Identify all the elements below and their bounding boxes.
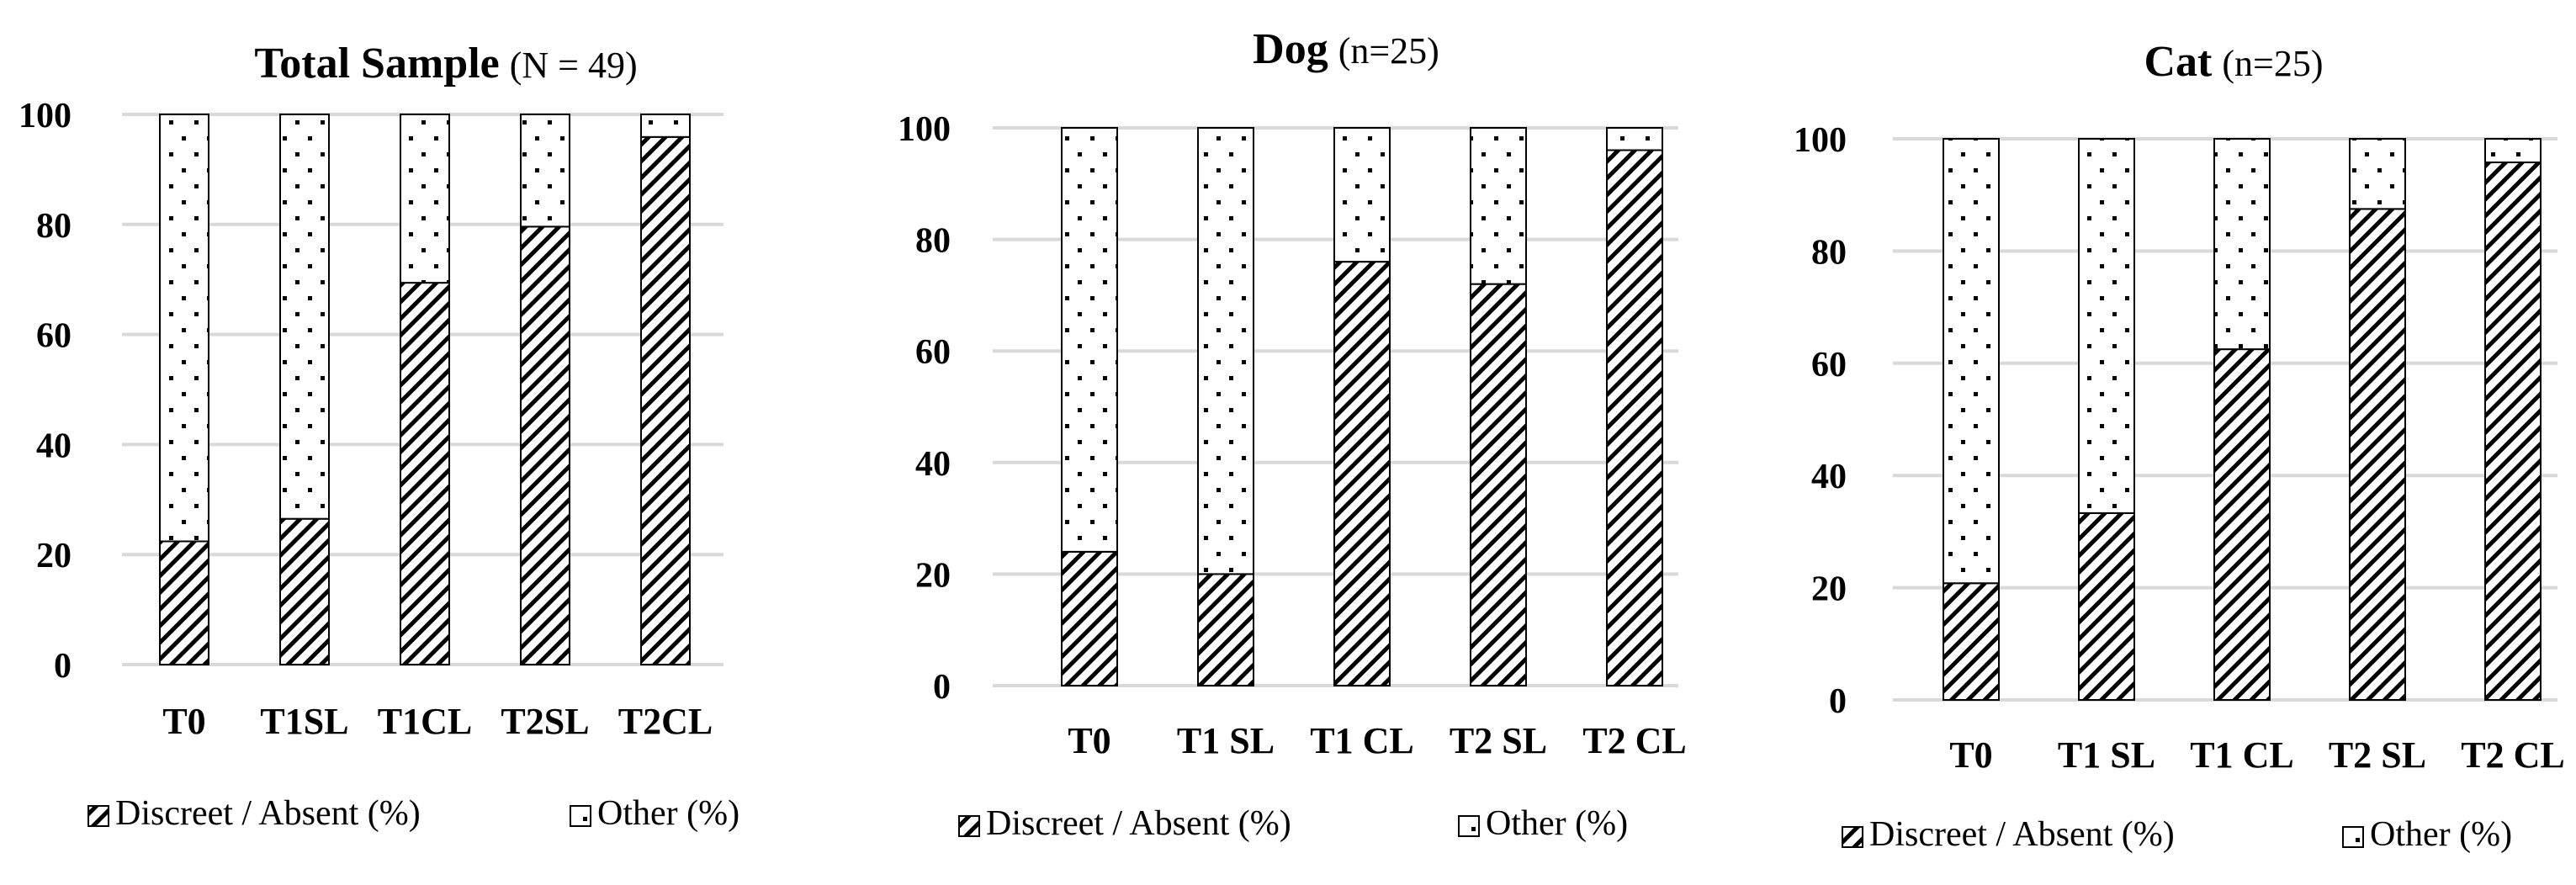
y-tick-label: 20	[1811, 570, 1847, 609]
bar-other	[640, 114, 691, 138]
y-tick-label: 40	[36, 427, 72, 465]
chart-title: Cat (n=25)	[2144, 38, 2324, 86]
x-tick-label: T0	[1949, 734, 1992, 776]
legend-label-other: Other (%)	[2370, 815, 2512, 854]
bar-other	[2484, 138, 2542, 164]
bar-discreet-absent	[2484, 162, 2542, 702]
y-tick-label: 100	[1794, 121, 1847, 160]
chart-title-main: Dog	[1253, 25, 1328, 73]
legend-swatch-other	[2342, 826, 2364, 848]
y-tick-label: 40	[1811, 458, 1847, 496]
bar-other	[1061, 127, 1118, 553]
y-tick-label: 40	[915, 445, 951, 484]
x-tick-label: T2CL	[618, 701, 713, 742]
bar-other	[1197, 127, 1254, 575]
legend-label-other: Other (%)	[597, 794, 739, 833]
y-tick-label: 20	[36, 537, 72, 575]
y-tick-label: 0	[1829, 682, 1847, 721]
bar-discreet-absent	[1943, 582, 2000, 701]
bar-discreet-absent	[1606, 149, 1663, 686]
y-tick-label: 80	[36, 207, 72, 246]
x-tick-label: T2 CL	[1582, 720, 1686, 761]
x-tick-label: T2SL	[501, 701, 589, 742]
bar-other	[279, 114, 330, 520]
y-tick-label: 100	[19, 97, 72, 135]
bar-other	[159, 114, 209, 543]
y-tick-label: 80	[1811, 233, 1847, 272]
bar-other	[2213, 138, 2271, 351]
bar-other	[2078, 138, 2135, 514]
x-tick-label: T2 SL	[1450, 720, 1547, 761]
bar-discreet-absent	[2078, 511, 2135, 701]
x-tick-label: T1CL	[378, 701, 472, 742]
legend-label-discreet-absent: Discreet / Absent (%)	[115, 794, 421, 833]
legend-swatch-other	[570, 805, 591, 827]
chart-title: Dog (n=25)	[1253, 25, 1439, 73]
chart-panel-1: Dog (n=25) 0 20 40 60 80 100 T0 T1 SL T1 CL T2 SL T2…	[898, 25, 1687, 843]
x-tick-label: T1 CL	[2190, 734, 2293, 776]
x-tick-label: T1 CL	[1310, 720, 1413, 761]
bar-discreet-absent	[520, 225, 570, 665]
chart-title-main: Cat	[2144, 38, 2213, 86]
legend-swatch-discreet-absent	[958, 815, 980, 837]
x-tick-label: T1SL	[260, 701, 348, 742]
y-tick-label: 60	[915, 333, 951, 372]
chart-title-main: Total Sample	[254, 40, 499, 87]
bar-other	[520, 114, 570, 228]
x-tick-label: T0	[1068, 720, 1110, 761]
x-tick-label: T1 SL	[2058, 734, 2155, 776]
bar-discreet-absent	[640, 135, 691, 665]
bar-other	[1606, 127, 1663, 151]
bar-discreet-absent	[1061, 550, 1118, 686]
y-tick-label: 60	[36, 317, 72, 356]
y-tick-label: 60	[1811, 346, 1847, 384]
bar-discreet-absent	[2213, 348, 2271, 701]
bar-other	[2349, 138, 2406, 210]
bar-discreet-absent	[2349, 208, 2406, 701]
bar-discreet-absent	[1197, 573, 1254, 687]
chart-panel-0: Total Sample (N = 49) 0 20 40 60 80 100 T0 T1SL T1…	[19, 40, 739, 833]
legend-swatch-discreet-absent	[1842, 826, 1863, 848]
chart-subtitle: (N = 49)	[510, 45, 638, 86]
bar-discreet-absent	[159, 540, 209, 666]
legend-label-discreet-absent: Discreet / Absent (%)	[1869, 815, 2175, 854]
bar-other	[400, 114, 450, 284]
y-tick-label: 20	[915, 556, 951, 595]
chart-panel-2: Cat (n=25) 0 20 40 60 80 100 T0 T1 SL T1 CL T2 SL T2…	[1794, 38, 2565, 854]
bar-other	[1470, 127, 1527, 285]
bar-discreet-absent	[1470, 283, 1527, 686]
x-tick-label: T1 SL	[1177, 720, 1275, 761]
y-tick-label: 0	[54, 647, 72, 686]
legend-label-other: Other (%)	[1486, 804, 1628, 843]
y-tick-label: 80	[915, 222, 951, 261]
bar-other	[1333, 127, 1391, 263]
chart-title: Total Sample (N = 49)	[254, 40, 637, 87]
legend-swatch-other-dot	[1471, 827, 1476, 831]
chart-subtitle: (n=25)	[1338, 30, 1439, 72]
legend-swatch-other-dot	[2356, 838, 2360, 842]
bar-discreet-absent	[279, 517, 330, 665]
x-tick-label: T2 SL	[2329, 734, 2426, 776]
y-tick-label: 100	[898, 110, 951, 149]
x-tick-label: T2 CL	[2461, 734, 2564, 776]
bar-discreet-absent	[1333, 261, 1391, 686]
x-tick-label: T0	[162, 701, 205, 742]
bar-other	[1943, 138, 2000, 585]
bar-discreet-absent	[400, 282, 450, 665]
legend-swatch-other	[1458, 815, 1480, 837]
y-tick-label: 0	[933, 668, 951, 707]
legend-label-discreet-absent: Discreet / Absent (%)	[986, 804, 1291, 843]
chart-subtitle: (n=25)	[2222, 43, 2323, 84]
legend-swatch-other-dot	[583, 817, 587, 821]
legend-swatch-discreet-absent	[87, 805, 109, 827]
